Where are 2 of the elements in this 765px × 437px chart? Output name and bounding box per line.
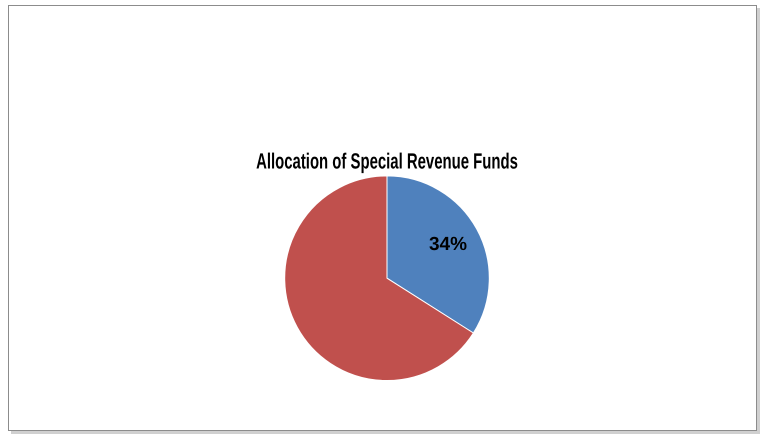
chart-title: Allocation of Special Revenue Funds [256, 148, 518, 173]
data-label: 34% [428, 234, 468, 255]
